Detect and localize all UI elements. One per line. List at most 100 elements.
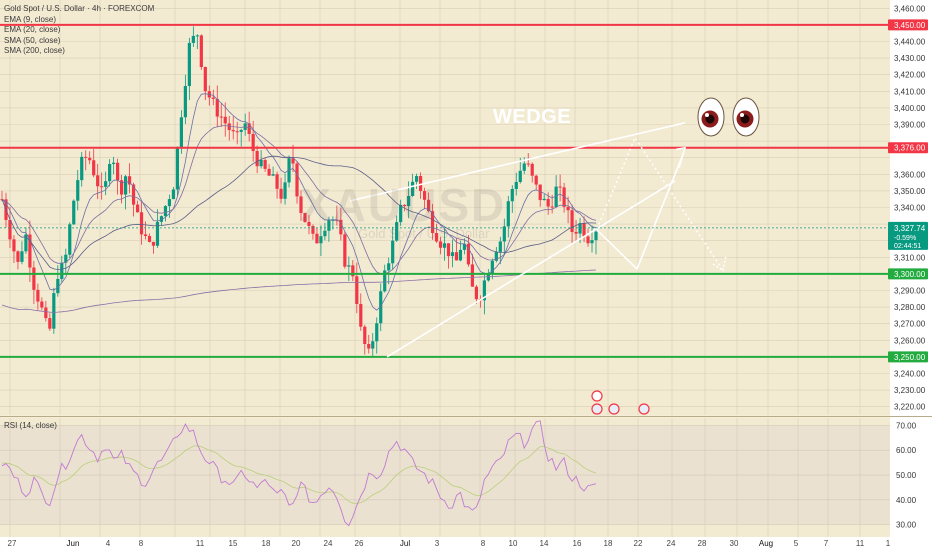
time-axis-label: Jun <box>67 539 80 548</box>
time-axis-label: 7 <box>824 539 829 548</box>
candle-body <box>195 35 199 37</box>
price-axis-tick: 3,440.00 <box>894 38 926 47</box>
candle-body <box>32 267 36 290</box>
candle-body <box>44 307 48 319</box>
price-axis-tick: 3,270.00 <box>894 320 926 329</box>
candle-body <box>355 276 359 304</box>
price-axis-tick: 3,350.00 <box>894 187 926 196</box>
price-level-badge <box>888 351 928 363</box>
wedge-upper-line <box>349 122 686 202</box>
candle-body <box>175 147 180 190</box>
candle-body <box>351 265 355 277</box>
candle-body <box>76 180 80 201</box>
candle-body <box>151 241 156 246</box>
candle-body <box>291 158 295 164</box>
candle-body <box>594 231 598 241</box>
candle-body <box>299 196 303 213</box>
candle-body <box>112 162 116 165</box>
legend-ema20[interactable]: EMA (20, close) <box>4 25 61 34</box>
candle-body <box>203 67 207 92</box>
legend-title[interactable]: Gold Spot / U.S. Dollar · 4h · FOREXCOM <box>4 4 155 13</box>
candle-body <box>399 204 403 223</box>
candle-body <box>586 236 590 244</box>
candle-body <box>574 231 578 234</box>
time-axis-label: 3 <box>435 539 440 548</box>
candle-body <box>215 98 219 117</box>
candle-body <box>411 181 415 196</box>
candle-body <box>263 159 267 169</box>
candle-body <box>426 199 431 212</box>
candle-body <box>283 182 287 199</box>
candle-body <box>383 270 387 292</box>
candle-body <box>430 211 435 234</box>
candle-body <box>315 233 319 244</box>
candle-body <box>442 243 447 248</box>
candle-body <box>52 293 56 329</box>
price-axis-tick: 3,220.00 <box>894 403 926 412</box>
projection-bullish-arrowhead <box>675 146 687 168</box>
candle-body <box>36 289 40 302</box>
candle-body <box>311 225 315 234</box>
legend-ema9[interactable]: EMA (9, close) <box>4 14 57 24</box>
candle-body <box>211 97 215 99</box>
candle-body <box>327 220 331 231</box>
candle-body <box>490 260 494 275</box>
indicator-legend: Gold Spot / U.S. Dollar · 4h · FOREXCOM … <box>4 4 154 57</box>
price-axis-tick: 3,290.00 <box>894 287 926 296</box>
candle-body <box>64 254 68 263</box>
candle-body <box>438 241 443 248</box>
candle-body <box>347 265 351 267</box>
candle-body <box>506 201 510 227</box>
candle-body <box>482 280 486 301</box>
candle-body <box>375 323 379 342</box>
candle-body <box>163 206 168 217</box>
candle-body <box>323 230 327 237</box>
candle-body <box>387 263 391 271</box>
candle-body <box>56 279 60 294</box>
candle-body <box>255 151 259 167</box>
economic-event-icon <box>608 403 620 415</box>
economic-event-icon <box>638 403 650 415</box>
candle-body <box>147 236 152 242</box>
price-axis-tick: 3,360.00 <box>894 170 926 179</box>
candle-body <box>546 198 550 207</box>
candle-body <box>104 181 108 187</box>
wedge-annotation[interactable]: WEDGE <box>493 106 572 128</box>
price-axis-tick: 3,410.00 <box>894 87 926 96</box>
rsi-legend[interactable]: RSI (14, close) <box>4 421 57 430</box>
candle-body <box>239 129 243 132</box>
price-level-badge-label: 3,450.00 <box>894 21 926 30</box>
candle-body <box>295 163 299 197</box>
candle-body <box>371 341 375 349</box>
candle-body <box>526 163 530 165</box>
price-axis-tick: 3,240.00 <box>894 370 926 379</box>
candle-body <box>307 221 311 226</box>
price-axis-tick: 3,260.00 <box>894 336 926 345</box>
candle-body <box>127 176 132 185</box>
price-level-badge-label: 3,250.00 <box>894 353 926 362</box>
projection-bearish-arrowhead <box>712 255 727 272</box>
candle-body <box>171 189 176 200</box>
candle-body <box>8 219 12 240</box>
legend-sma50[interactable]: SMA (50, close) <box>4 35 61 45</box>
time-axis-label: 5 <box>794 539 799 548</box>
candle-body <box>68 224 72 255</box>
candle-body <box>123 176 128 195</box>
rsi-axis-tick: 60.00 <box>896 446 917 455</box>
candle-body <box>422 191 427 200</box>
candle-body <box>450 252 455 257</box>
projection-bullish-path <box>595 154 684 271</box>
candle-body <box>235 131 239 133</box>
candle-body <box>498 241 502 252</box>
price-axis-tick: 3,310.00 <box>894 253 926 262</box>
candle-body <box>80 156 84 181</box>
symbol-watermark-subtitle: Gold Spot / U.S. Dollar <box>358 226 490 241</box>
candle-body <box>407 195 411 207</box>
candle-body <box>319 236 323 244</box>
legend-sma200[interactable]: SMA (200, close) <box>4 46 65 55</box>
candle-body <box>92 160 96 176</box>
candle-body <box>231 130 235 132</box>
candle-body <box>267 168 271 176</box>
candle-body <box>60 262 64 280</box>
